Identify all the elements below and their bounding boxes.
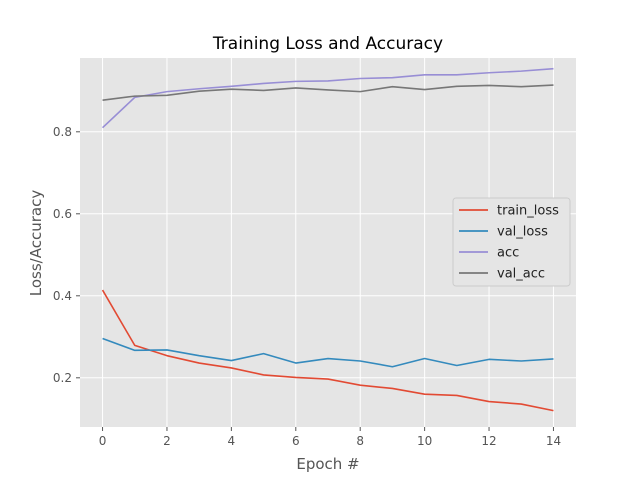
chart-title: Training Loss and Accuracy	[212, 34, 443, 54]
series-line-acc	[102, 67, 554, 129]
x-tick-label: 4	[228, 434, 236, 448]
y-axis: 0.2 0.4 0.6 0.8	[53, 125, 80, 385]
x-tick-label: 0	[99, 434, 107, 448]
legend-box	[452, 197, 571, 287]
legend-label-val-loss: val_loss	[497, 225, 548, 240]
x-tick-label: 6	[292, 434, 300, 448]
x-axis-label: Epoch #	[296, 455, 359, 473]
y-tick-label: 0.6	[53, 207, 72, 221]
legend-label-val-acc: val_acc	[497, 267, 545, 282]
x-tick-label: 12	[481, 434, 496, 448]
series-line-val-loss	[102, 337, 554, 368]
legend-label-acc: acc	[497, 246, 519, 261]
x-tick-label: 8	[356, 434, 364, 448]
x-axis: 0 2 4 6 8 10 12 14	[99, 427, 561, 448]
y-tick-label: 0.8	[53, 125, 72, 139]
x-tick-label: 2	[163, 434, 171, 448]
y-axis-label: Loss/Accuracy	[27, 190, 45, 297]
series-line-val-acc	[102, 84, 554, 102]
legend-label-train-loss: train_loss	[497, 204, 559, 219]
series-lines	[101, 67, 554, 412]
y-tick-label: 0.4	[53, 289, 72, 303]
x-tick-label: 14	[546, 434, 561, 448]
y-tick-label: 0.2	[53, 371, 72, 385]
series-line-train-loss	[101, 289, 554, 412]
x-tick-label: 10	[417, 434, 432, 448]
